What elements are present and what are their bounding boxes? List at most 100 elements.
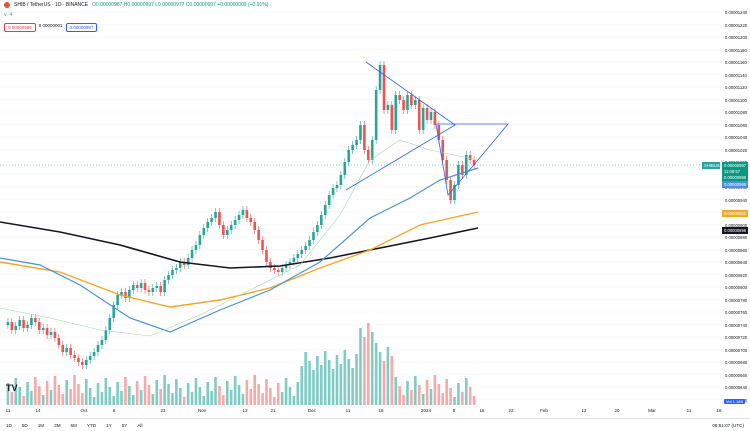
range-button-1d[interactable]: 1D — [6, 422, 12, 428]
range-button-6m[interactable]: 6M — [70, 422, 77, 428]
volume-bar — [378, 352, 382, 405]
price-tick: 0.00000840 — [725, 260, 748, 265]
candle-body — [104, 330, 108, 340]
range-button-1y[interactable]: 1Y — [106, 422, 112, 428]
candle-body — [429, 112, 433, 120]
trade-buttons-row: 0.00000996 0.00000001 0.00000997 — [4, 23, 98, 32]
volume-bar — [222, 395, 225, 405]
candle-body — [18, 320, 21, 326]
time-tick: Oct — [80, 408, 88, 413]
time-tick: 11 — [686, 408, 692, 413]
volume-bar — [374, 343, 378, 405]
price-tick: 0.00001180 — [725, 47, 747, 53]
candle-body — [61, 345, 65, 352]
candle-body — [343, 162, 347, 175]
candle-body — [280, 268, 284, 272]
volume-bar — [112, 396, 115, 405]
indicator-count[interactable]: 4 — [9, 12, 13, 18]
candle-body — [335, 185, 339, 188]
volume-bar — [417, 385, 421, 405]
price-label: 0.00000996 — [722, 174, 748, 181]
candle-body — [320, 215, 323, 225]
candle-body — [390, 105, 394, 130]
volume-bar — [147, 385, 151, 405]
price-axis[interactable]: 0.00001240 0.00001220 0.00001200 0.00001180… — [702, 0, 750, 413]
volume-bar — [218, 386, 221, 405]
volume-bar — [253, 375, 257, 405]
range-button-3m[interactable]: 3M — [54, 422, 61, 428]
volume-bar — [367, 323, 370, 405]
candle-body — [402, 100, 405, 110]
candle-body — [135, 285, 139, 288]
volume-bar — [414, 376, 417, 405]
price-tick: 0.00001220 — [725, 22, 748, 28]
candle-body — [257, 230, 260, 240]
volume-bar — [390, 356, 394, 405]
volume-bar — [335, 355, 339, 405]
range-button-5d[interactable]: 5D — [21, 422, 28, 428]
price-tick: 0.00001020 — [725, 147, 748, 153]
range-button-ytd[interactable]: YTD — [86, 422, 97, 428]
time-tick: 23 — [160, 408, 166, 413]
candle-body — [284, 265, 288, 268]
volume-bar — [175, 379, 178, 405]
candle-body — [421, 108, 425, 130]
candle-body — [300, 250, 304, 254]
volume-bar — [104, 378, 108, 405]
chevron-down-icon[interactable]: v — [4, 12, 7, 18]
volume-bar — [202, 396, 206, 405]
candle-body — [175, 268, 178, 270]
range-button-5y[interactable]: 5Y — [121, 422, 128, 428]
candle-body — [124, 292, 127, 298]
volume-bar — [116, 382, 119, 405]
candle-body — [100, 340, 104, 345]
price-tick: 0.00000720 — [725, 335, 748, 340]
volume-bar — [128, 386, 131, 405]
candle-body — [351, 145, 354, 150]
price-tick: 0.00000880 — [725, 235, 748, 240]
candle-body — [182, 262, 186, 265]
range-button-1m[interactable]: 1M — [37, 422, 45, 428]
price-tick: 0.00000660 — [725, 372, 748, 378]
volume-bar — [182, 397, 186, 405]
candle-body — [112, 305, 115, 318]
symbol-title[interactable]: SHIB / TetherUS · 1D · BINANCE — [14, 2, 89, 8]
price-tick: 0.00000820 — [725, 272, 748, 278]
candle-body — [26, 325, 29, 328]
ma-50-line — [0, 167, 479, 333]
volume-bar — [343, 350, 347, 405]
sell-button[interactable]: 0.00000996 — [4, 23, 36, 32]
candle-body — [194, 245, 198, 250]
candle-body — [339, 175, 343, 185]
price-tick: 0.00001140 — [725, 72, 747, 78]
candle-body — [128, 290, 131, 298]
indicators-toggle-row: v 4 — [4, 12, 12, 18]
price-tick: 0.00001120 — [725, 85, 747, 90]
utc-clock[interactable]: 08:51:07 (UTC) — [712, 422, 744, 428]
time-axis[interactable]: 11 14 Oct 6 23 Nov 13 21 Dec 11 18 2024 8 15 22 Feb 12 20… — [0, 406, 722, 416]
time-tick: 21 — [270, 408, 276, 413]
volume-bar — [120, 391, 123, 405]
bottom-toolbar: 1D 5D 1M 3M 6M YTD 1Y 5Y All 08:51:07 (UTC) — [0, 418, 750, 431]
volume-bar — [135, 381, 139, 405]
volume-bar — [14, 378, 18, 405]
volume-bar — [34, 377, 37, 405]
volume-bar — [437, 384, 441, 405]
tradingview-logo[interactable]: TV — [6, 383, 18, 393]
time-tick: 12 — [581, 408, 587, 413]
candle-body — [468, 155, 472, 160]
candle-body — [206, 222, 210, 228]
candle-body — [433, 112, 437, 125]
price-tick: 0.00000780 — [725, 297, 748, 303]
buy-button[interactable]: 0.00000997 — [65, 23, 98, 32]
candle-body — [406, 95, 409, 110]
volume-bar — [359, 328, 362, 405]
price-tick: 0.00000900 — [725, 222, 748, 228]
volume-bar — [327, 360, 331, 405]
candle-body — [292, 258, 296, 262]
range-button-all[interactable]: All — [137, 422, 143, 428]
pennant-trendline — [345, 61, 456, 191]
volume-bar — [464, 378, 468, 405]
candle-body — [386, 105, 390, 110]
